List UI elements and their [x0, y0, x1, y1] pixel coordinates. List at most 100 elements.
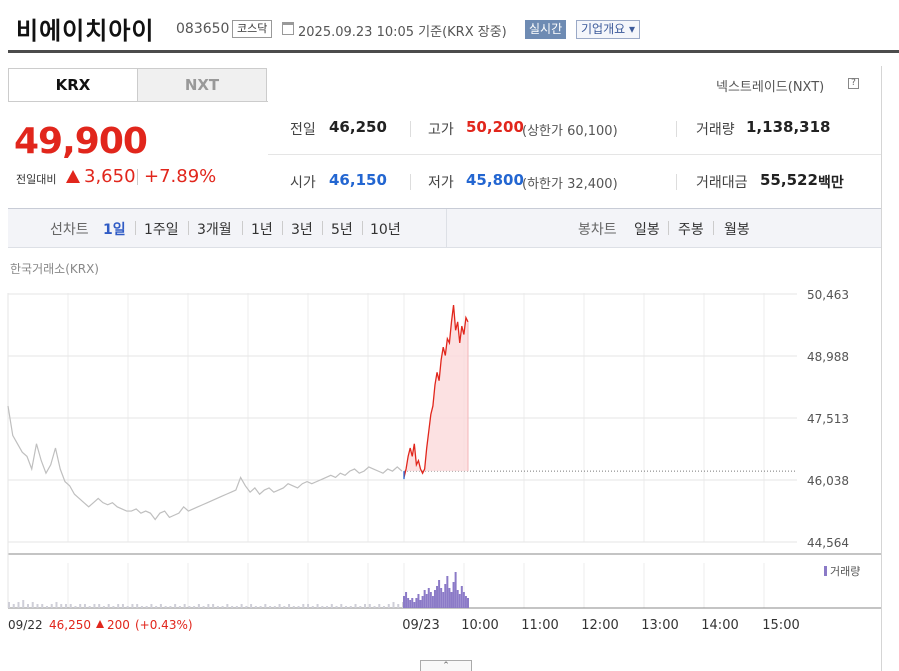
volume-bar	[8, 602, 10, 608]
y-tick-label: 47,513	[807, 412, 849, 426]
volume-bar	[307, 604, 310, 608]
volume-bar	[427, 588, 430, 608]
volume-bar	[202, 606, 205, 608]
period-separator	[362, 221, 363, 235]
prev-day-close: 46,250	[49, 618, 91, 632]
volume-bar	[419, 600, 422, 608]
price-change: 3,650	[84, 166, 136, 187]
volume-bar	[464, 596, 467, 608]
volume-bar	[235, 606, 238, 608]
volume-bar	[245, 606, 248, 608]
column-divider	[676, 174, 677, 190]
volume-value: 1,138,318	[746, 118, 831, 136]
tab-krx[interactable]: KRX	[8, 68, 138, 102]
volume-bar	[364, 604, 367, 608]
volume-bar	[373, 606, 376, 608]
company-overview-dropdown[interactable]: 기업개요 ▾	[576, 20, 640, 39]
chart-source: 한국거래소(KRX)	[10, 262, 99, 276]
volume-legend-swatch	[824, 566, 827, 576]
stock-code: 083650	[176, 21, 230, 37]
x-tick-label: 11:00	[521, 618, 558, 633]
intraday-chart[interactable]: 50,463 48,988 47,513 46,038 44,564 거래량 09/23 10…	[0, 280, 899, 660]
volume-bar	[288, 604, 291, 608]
today-price-line	[403, 304, 469, 478]
volume-bar	[188, 606, 191, 608]
volume-bar	[397, 604, 400, 608]
y-tick-label: 44,564	[807, 536, 849, 550]
volume-bar	[456, 590, 459, 608]
volume-bar	[330, 604, 333, 608]
volume-bar	[460, 586, 463, 608]
volume-bar	[174, 604, 177, 608]
realtime-button[interactable]: 실시간	[525, 20, 567, 39]
volume-bar	[321, 606, 324, 608]
quote-row-divider	[268, 154, 881, 155]
prev-day-rate: (+0.43%)	[135, 618, 193, 632]
candle-daily[interactable]: 일봉	[634, 222, 660, 238]
volume-bar	[22, 600, 25, 608]
low-label: 저가	[428, 175, 454, 191]
period-separator	[713, 221, 714, 235]
stock-header: 비에이치아이 083650 코스닥 2025.09.23 10:05 기준(KR…	[0, 0, 899, 52]
period-1y[interactable]: 1년	[251, 222, 273, 238]
period-10y[interactable]: 10년	[370, 222, 401, 238]
volume-bar	[278, 604, 281, 608]
prev-close-label: 전일	[290, 122, 316, 138]
x-tick-label: 10:00	[461, 618, 498, 633]
volume-bar	[64, 604, 67, 608]
volume-bar	[178, 606, 181, 608]
header-divider	[8, 50, 899, 53]
chart-collapse-handle[interactable]: ⌃	[420, 660, 472, 671]
period-separator	[322, 221, 323, 235]
volume-bar	[117, 604, 120, 608]
today-gain-area	[404, 305, 468, 472]
period-separator	[188, 221, 189, 235]
volume-bar	[462, 592, 465, 608]
volume-bar	[349, 606, 352, 608]
volume-bar	[155, 606, 158, 608]
volume-bar	[431, 596, 434, 608]
amount-unit: 백만	[818, 175, 844, 191]
amount-value: 55,522	[760, 171, 818, 189]
volume-bar	[467, 598, 469, 608]
x-tick-label: 14:00	[701, 618, 738, 633]
column-divider	[410, 121, 411, 137]
help-icon[interactable]: ?	[848, 78, 859, 89]
volume-bar	[442, 592, 445, 608]
volume-bar	[226, 604, 229, 608]
volume-bar	[259, 606, 262, 608]
volume-bar	[193, 606, 196, 608]
candle-weekly[interactable]: 주봉	[678, 222, 704, 238]
period-separator	[242, 221, 243, 235]
period-1w[interactable]: 1주일	[144, 222, 179, 238]
volume-bar	[368, 604, 371, 608]
nextrade-link[interactable]: 넥스트레이드(NXT)	[716, 80, 825, 95]
volume-bar	[311, 606, 314, 608]
period-3y[interactable]: 3년	[291, 222, 313, 238]
volume-bar	[403, 596, 405, 608]
volume-bar	[283, 606, 286, 608]
volume-bar	[452, 582, 455, 608]
volume-bar	[407, 598, 410, 608]
quote-datetime: 2025.09.23 10:05 기준(KRX 장중)	[298, 25, 507, 40]
change-separator	[137, 169, 138, 185]
volume-bar	[421, 596, 424, 608]
volume-bar	[417, 594, 420, 608]
prev-day-change: 200	[107, 618, 130, 632]
prev-close-value: 46,250	[329, 118, 387, 136]
volume-bar	[413, 602, 416, 608]
period-3m[interactable]: 3개월	[197, 222, 232, 238]
tab-nxt[interactable]: NXT	[137, 68, 267, 102]
period-1d[interactable]: 1일	[103, 222, 126, 238]
volume-bar	[69, 604, 72, 608]
volume-bar	[450, 592, 453, 608]
x-tick-label: 15:00	[762, 618, 799, 633]
column-divider	[410, 174, 411, 190]
volume-bar	[302, 604, 305, 608]
volume-bar	[131, 604, 134, 608]
volume-bar	[150, 604, 153, 608]
x-tick-label: 13:00	[641, 618, 678, 633]
period-5y[interactable]: 5년	[331, 222, 353, 238]
volume-bar	[31, 602, 34, 608]
candle-monthly[interactable]: 월봉	[724, 222, 750, 238]
